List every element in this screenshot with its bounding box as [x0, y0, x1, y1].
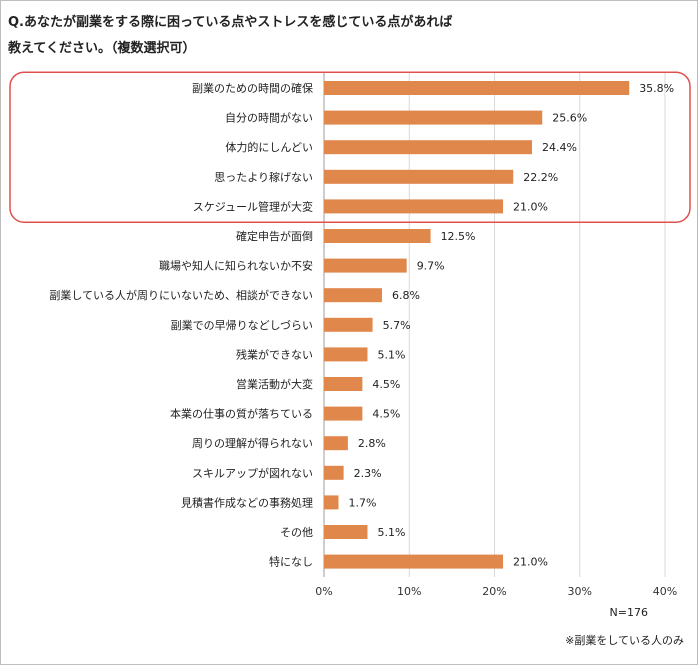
value-label: 24.4%	[542, 141, 577, 154]
category-label: 見積書作成などの事務処理	[181, 495, 313, 509]
bar	[324, 140, 533, 155]
x-tick-label: 0%	[315, 585, 332, 598]
title-line-2: 教えてください。（複数選択可）	[8, 41, 196, 56]
x-tick-label: 10%	[397, 585, 421, 598]
category-label: その他	[280, 526, 313, 539]
value-label: 5.7%	[383, 319, 411, 332]
value-label: 2.8%	[358, 437, 386, 450]
bar	[324, 288, 382, 303]
value-label: 1.7%	[348, 496, 376, 509]
value-label: 9.7%	[417, 260, 445, 273]
category-label: 自分の時間がない	[225, 111, 313, 125]
title-line-1: Q.あなたが副業をする際に困っている点やストレスを感じている点があれば	[8, 15, 453, 30]
value-label: 6.8%	[392, 289, 420, 302]
category-label: 体力的にしんどい	[225, 140, 313, 154]
category-label: 思ったより稼げない	[214, 170, 313, 184]
value-label: 12.5%	[441, 230, 476, 243]
bar	[324, 110, 543, 125]
category-label: 職場や知人に知られないか不安	[159, 259, 313, 273]
bar	[324, 436, 348, 451]
bar	[324, 554, 504, 569]
value-label: 4.5%	[372, 408, 400, 421]
bar	[324, 377, 363, 391]
highlight-box	[9, 71, 691, 223]
value-label: 5.1%	[377, 348, 405, 361]
x-tick-label: 40%	[653, 585, 677, 598]
value-label: 4.5%	[372, 378, 400, 391]
bar	[324, 169, 514, 184]
bar	[324, 229, 431, 243]
x-tick-label: 30%	[568, 585, 592, 598]
bar	[324, 525, 368, 539]
bar	[324, 465, 344, 480]
footnote: ※副業をしている人のみ	[565, 634, 684, 647]
category-label: 営業活動が大変	[236, 377, 313, 391]
bar	[324, 199, 504, 214]
value-label: 5.1%	[377, 526, 405, 539]
bar	[324, 406, 363, 421]
value-label: 35.8%	[639, 82, 674, 95]
category-label: 副業のための時間の確保	[192, 81, 313, 95]
sample-size: N=176	[609, 606, 648, 619]
bar	[324, 81, 630, 95]
bar	[324, 317, 373, 332]
category-label: 残業ができない	[236, 347, 313, 361]
bar	[324, 495, 339, 510]
value-label: 2.3%	[354, 467, 382, 480]
category-label: スケジュール管理が大変	[193, 199, 313, 213]
category-label: 特になし	[269, 555, 313, 569]
category-label: 本業の仕事の質が落ちている	[170, 407, 313, 421]
category-label: 確定申告が面倒	[236, 229, 313, 243]
category-label: 副業している人が周りにいないため、相談ができない	[49, 288, 313, 302]
category-label: スキルアップが図れない	[192, 466, 313, 480]
category-label: 周りの理解が得られない	[192, 436, 313, 450]
bar	[324, 258, 407, 273]
category-label: 副業での早帰りなどしづらい	[171, 319, 313, 332]
value-label: 21.0%	[513, 200, 548, 213]
value-label: 25.6%	[552, 112, 587, 125]
chart-title: Q.あなたが副業をする際に困っている点やストレスを感じている点があれば 教えてく…	[8, 10, 452, 62]
value-label: 22.2%	[523, 171, 558, 184]
value-label: 21.0%	[513, 556, 548, 569]
bar	[324, 347, 368, 362]
x-tick-label: 20%	[482, 585, 506, 598]
